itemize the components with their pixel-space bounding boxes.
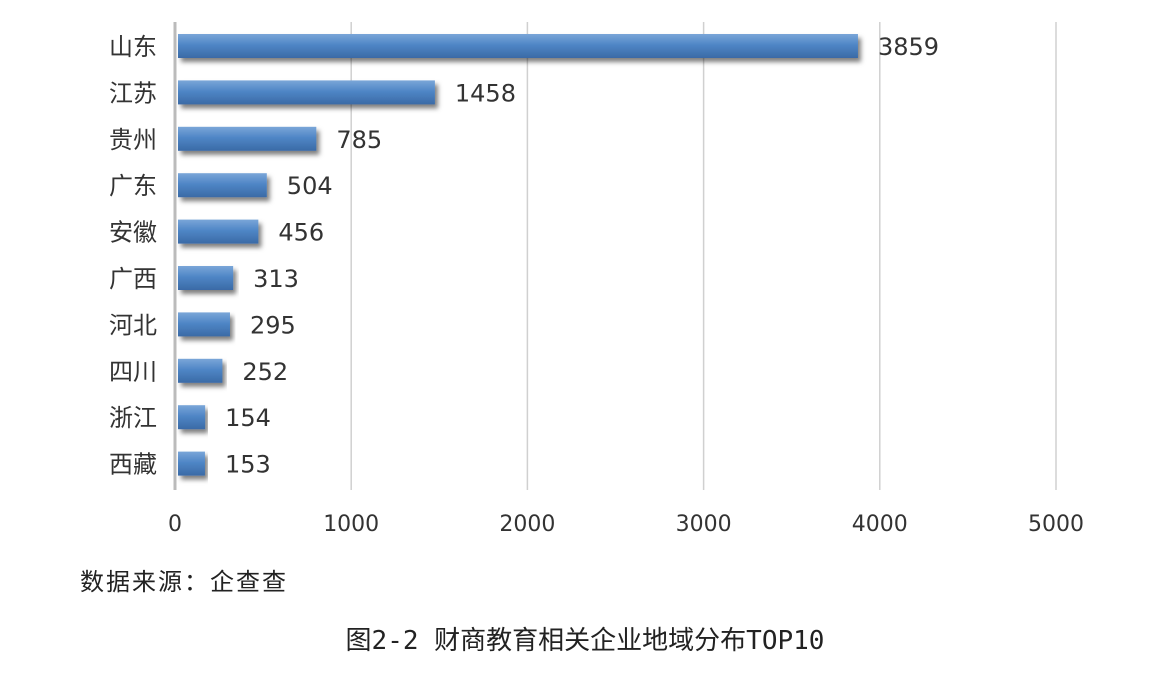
category-label: 安徽: [109, 219, 157, 247]
bar: [178, 80, 435, 105]
category-label: 山东: [109, 33, 157, 61]
data-label: 295: [250, 311, 296, 339]
category-label: 广东: [109, 172, 157, 200]
bar: [178, 451, 205, 476]
category-label: 四川: [109, 358, 157, 386]
bar: [178, 126, 317, 151]
category-label: 贵州: [109, 126, 157, 154]
bar: [178, 219, 259, 244]
bar: [178, 405, 206, 430]
data-source-note: 数据来源：企查查: [80, 568, 288, 596]
data-label: 504: [287, 172, 333, 200]
data-label: 456: [278, 219, 324, 247]
data-label: 154: [225, 404, 271, 432]
x-tick-label: 5000: [1028, 512, 1084, 537]
x-tick-label: 4000: [852, 512, 908, 537]
category-label: 浙江: [109, 404, 157, 432]
category-label: 江苏: [109, 79, 157, 107]
bar: [178, 173, 267, 198]
data-label: 785: [336, 126, 382, 154]
bar: [178, 266, 234, 290]
bar: [178, 358, 223, 383]
data-label: 1458: [455, 79, 516, 107]
data-label: 3859: [878, 33, 939, 61]
category-label: 广西: [109, 265, 157, 293]
category-label: 西藏: [109, 451, 157, 479]
category-label: 河北: [109, 311, 157, 339]
data-label: 153: [225, 451, 271, 479]
x-tick-label: 1000: [323, 512, 379, 537]
bar: [178, 312, 230, 337]
data-label: 252: [242, 358, 288, 386]
x-tick-label: 0: [168, 512, 182, 537]
bar: [178, 34, 858, 58]
data-label: 313: [253, 265, 299, 293]
bar-chart: 0 1000 2000 3000 4000 5000 山东 3859 江苏 1458 贵州 785 广东…: [109, 22, 1084, 537]
x-tick-label: 3000: [676, 512, 732, 537]
x-tick-label: 2000: [499, 512, 555, 537]
figure-caption: 图2-2 财商教育相关企业地域分布TOP10: [345, 626, 825, 656]
